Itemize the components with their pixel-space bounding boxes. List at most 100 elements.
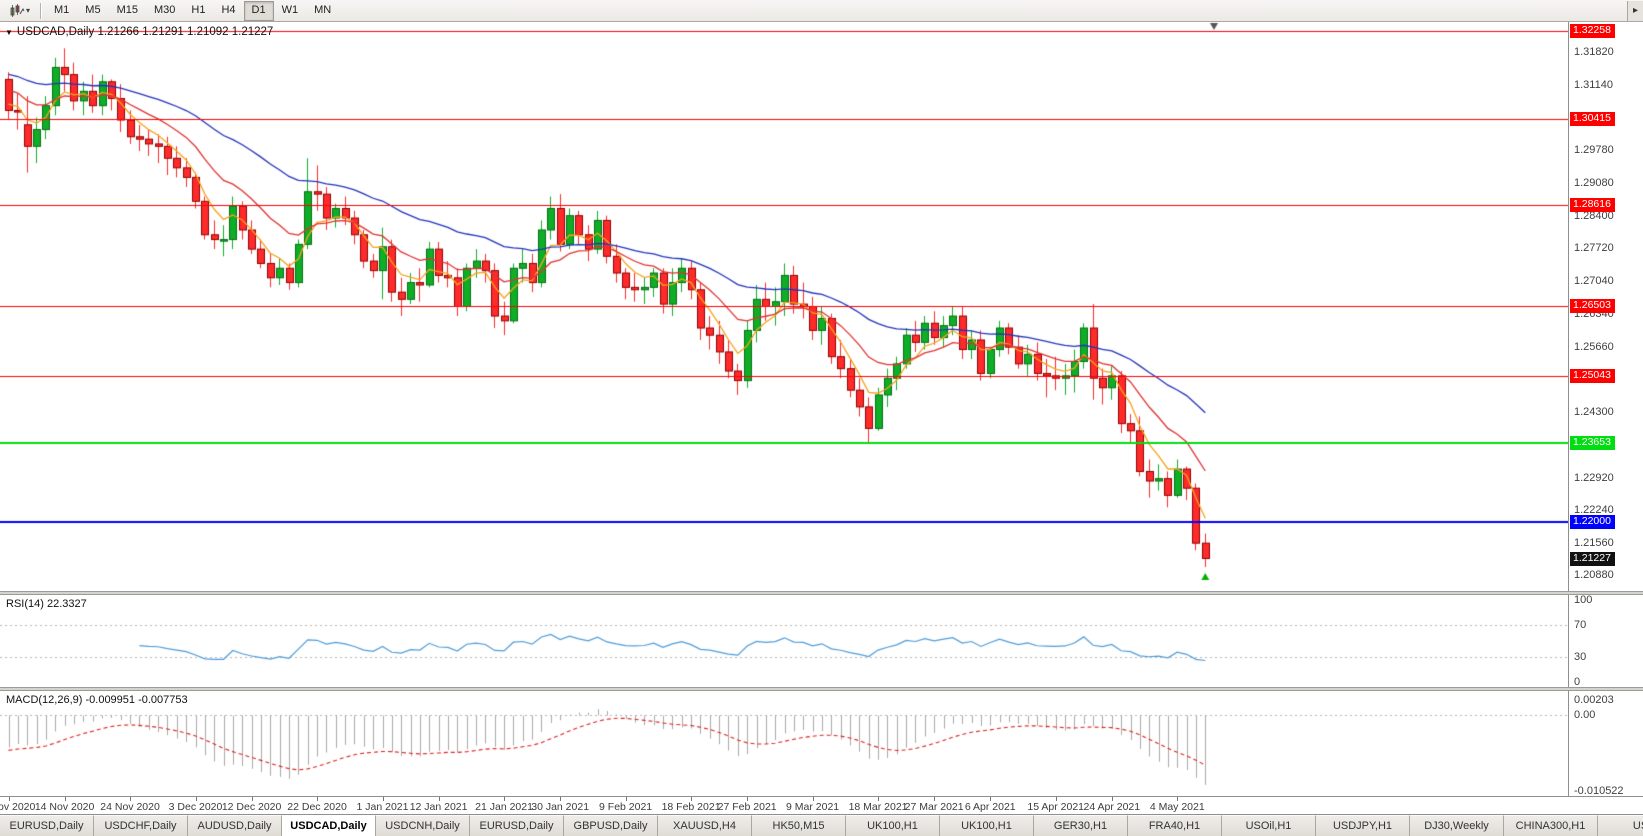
- chart-tab-dj30-weekly[interactable]: DJ30,Weekly: [1410, 815, 1504, 836]
- chevron-down-icon: ▾: [26, 6, 31, 15]
- chart-tab-gbpusd-daily[interactable]: GBPUSD,Daily: [564, 815, 658, 836]
- panel-divider[interactable]: [0, 687, 1643, 691]
- rsi-indicator-canvas[interactable]: [0, 595, 1568, 687]
- date-axis-label: 12 Dec 2020: [221, 801, 282, 813]
- timeframe-button-h1[interactable]: H1: [191, 3, 206, 16]
- date-axis-label: 24 Nov 2020: [100, 801, 160, 813]
- chart-title: ▼ USDCAD,Daily 1.21266 1.21291 1.21092 1.…: [5, 26, 273, 38]
- price-axis-label: 1.21560: [1574, 536, 1614, 549]
- chart-menu-icon[interactable]: ▼: [5, 28, 13, 37]
- date-axis-label: 14 Nov 2020: [34, 801, 95, 813]
- chart-tab-usdcnh-daily[interactable]: USDCNH,Daily: [376, 815, 470, 836]
- date-axis-tick: [934, 797, 936, 801]
- panel-divider[interactable]: [0, 591, 1643, 595]
- macd-name: MACD(12,26,9): [6, 694, 83, 706]
- chart-tools-button[interactable]: ▾: [4, 2, 35, 20]
- timeframe-button-w1[interactable]: W1: [281, 3, 299, 16]
- date-axis-tick: [195, 797, 197, 801]
- macd-main-value: -0.009951: [85, 694, 136, 706]
- price-line-label: 1.28616: [1570, 198, 1615, 213]
- macd-scale-label: 0.00203: [1574, 694, 1614, 707]
- price-line-label: 1.22000: [1570, 514, 1615, 529]
- rsi-scale-label: 0: [1574, 676, 1581, 689]
- macd-scale-label: 0.00: [1574, 708, 1596, 721]
- price-axis-label: 1.27040: [1574, 274, 1614, 287]
- price-axis-label: 1.28400: [1574, 209, 1614, 222]
- price-line-label: 1.26503: [1570, 299, 1615, 314]
- price-axis-label: 1.27720: [1574, 242, 1614, 255]
- date-axis-tick: [64, 797, 66, 801]
- chart-tab-usoil-h1[interactable]: USOil,H1: [1222, 815, 1316, 836]
- timeframe-button-d1[interactable]: D1: [243, 0, 274, 21]
- price-axis-label: 1.22920: [1574, 471, 1614, 484]
- date-axis-tick: [1111, 797, 1113, 801]
- price-axis[interactable]: 1.318201.311401.304601.297801.290801.284…: [1568, 22, 1643, 798]
- chart-tab-usdcad-daily[interactable]: USDCAD,Daily: [282, 815, 376, 836]
- chart-symbol-period: USDCAD,Daily: [16, 26, 95, 38]
- date-axis-tick: [812, 797, 814, 801]
- date-axis-tick: [317, 797, 319, 801]
- timeframe-button-m30[interactable]: M30: [153, 3, 176, 16]
- price-line-label: 1.32258: [1570, 24, 1615, 39]
- price-line-label: 1.30415: [1570, 112, 1615, 127]
- price-chart-canvas[interactable]: [0, 22, 1568, 591]
- rsi-scale-label: 30: [1574, 651, 1587, 664]
- date-axis-tick: [990, 797, 992, 801]
- timeframe-button-m15[interactable]: M15: [116, 3, 138, 16]
- tabs-scroll-right-button[interactable]: ▸: [1627, 1, 1643, 21]
- chart-tab-uk100-h1[interactable]: UK100,H1: [846, 815, 940, 836]
- chart-ohlc-values: 1.21266 1.21291 1.21092 1.21227: [97, 26, 274, 38]
- date-axis-label: 3 Dec 2020: [168, 801, 223, 813]
- chart-tab-audusd-daily[interactable]: AUDUSD,Daily: [188, 815, 282, 836]
- chevron-right-icon: ▸: [1632, 5, 1639, 16]
- date-axis-tick: [878, 797, 880, 801]
- toolbar-separator: [40, 2, 42, 19]
- chart-tab-china300-h1[interactable]: CHINA300,H1: [1504, 815, 1598, 836]
- date-axis-label: 15 Apr 2021: [1027, 801, 1085, 813]
- date-axis-tick: [382, 797, 384, 801]
- chart-tab-usdjpy-h1[interactable]: USDJPY,H1: [1316, 815, 1410, 836]
- macd-signal-value: -0.007753: [138, 694, 188, 706]
- chart-tab-uk100-h1[interactable]: UK100,H1: [940, 815, 1034, 836]
- price-axis-label: 1.31140: [1574, 78, 1613, 91]
- chart-tab-xauusd-h4[interactable]: XAUUSD,H4: [658, 815, 752, 836]
- date-axis-tick: [130, 797, 132, 801]
- timeframe-button-m5[interactable]: M5: [85, 3, 101, 16]
- chart-lines-icon: [10, 3, 25, 17]
- date-axis-label: 4 May 2021: [1149, 801, 1205, 813]
- macd-scale-label: -0.010522: [1574, 785, 1624, 798]
- timeframes-toolbar: ▾ M1 M5 M15 M30 H1 H4 D1 W1 MN: [0, 0, 1643, 22]
- date-axis-tick: [560, 797, 562, 801]
- date-axis-tick: [691, 797, 693, 801]
- rsi-value: 22.3327: [46, 598, 87, 610]
- price-axis-label: 1.25660: [1574, 340, 1614, 353]
- date-axis-label: 24 Apr 2021: [1083, 801, 1141, 813]
- date-axis-label: 6 Apr 2021: [964, 801, 1016, 813]
- macd-indicator-canvas[interactable]: [0, 691, 1568, 796]
- date-axis-tick: [625, 797, 627, 801]
- timeframe-buttons: M1 M5 M15 M30 H1 H4 D1 W1 MN: [46, 0, 339, 21]
- timeframe-button-m1[interactable]: M1: [54, 3, 70, 16]
- chart-tab-eurusd-daily[interactable]: EURUSD,Daily: [470, 815, 564, 836]
- rsi-scale-label: 70: [1574, 618, 1587, 631]
- chart-tab-hk50-m15[interactable]: HK50,M15: [752, 815, 846, 836]
- chart-tab-ger30-h1[interactable]: GER30,H1: [1034, 815, 1128, 836]
- date-axis-label: 1 Jan 2021: [356, 801, 409, 813]
- date-axis-tick: [438, 797, 440, 801]
- rsi-name: RSI(14): [6, 598, 44, 610]
- date-axis-label: 18 Feb 2021: [661, 801, 721, 813]
- chart-tab-eurusd-daily[interactable]: EURUSD,Daily: [0, 815, 94, 836]
- chart-tab-fra40-h1[interactable]: FRA40,H1: [1128, 815, 1222, 836]
- date-axis-tick: [1177, 797, 1179, 801]
- timeframe-button-h4[interactable]: H4: [221, 3, 236, 16]
- date-axis-label: 21 Jan 2021: [475, 801, 533, 813]
- chart-tab-usc[interactable]: USC: [1598, 815, 1643, 836]
- date-axis-label: 22 Dec 2020: [287, 801, 347, 813]
- date-axis-tick: [747, 797, 749, 801]
- timeframe-button-mn[interactable]: MN: [314, 3, 332, 16]
- chart-tab-usdchf-daily[interactable]: USDCHF,Daily: [94, 815, 188, 836]
- rsi-scale-label: 100: [1574, 593, 1593, 606]
- date-axis-tick: [504, 797, 506, 801]
